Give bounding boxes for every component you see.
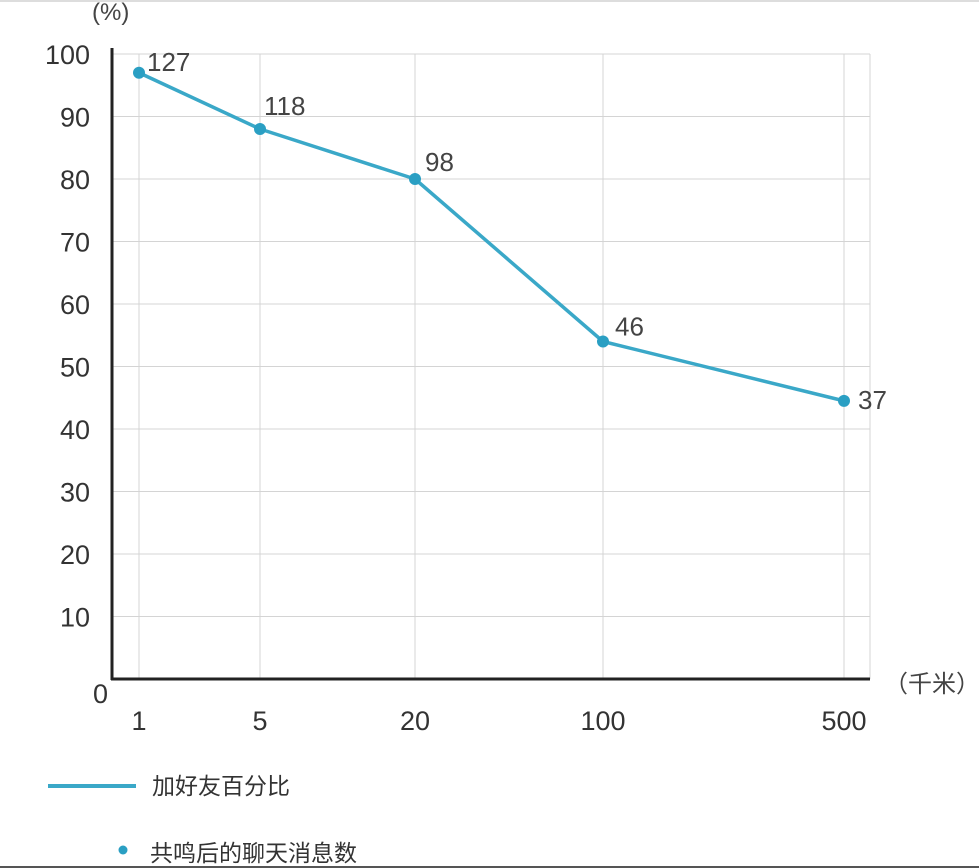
data-point (409, 173, 421, 185)
legend-line-label: 加好友百分比 (152, 774, 290, 800)
data-label: 46 (615, 312, 644, 342)
x-tick-labels: 1 5 20 100 500 (131, 706, 866, 736)
y-tick-label: 50 (60, 353, 90, 383)
x-tick-label: 5 (252, 706, 267, 736)
data-point (133, 66, 145, 79)
data-label: 118 (264, 91, 305, 121)
series-line (138, 71, 845, 403)
x-tick-label: 1 (131, 706, 146, 736)
bottom-border (0, 866, 979, 868)
data-point (597, 335, 609, 348)
data-label: 37 (858, 385, 887, 415)
y-tick-label: 80 (60, 165, 90, 195)
y-tick-label: 20 (60, 540, 90, 570)
x-tick-label: 100 (580, 706, 625, 736)
top-border (0, 0, 979, 2)
y-tick-label: 40 (60, 415, 90, 445)
y-tick-label: 100 (45, 40, 90, 70)
x-tick-label: 500 (821, 706, 866, 736)
legend: 加好友百分比 共鸣后的聊天消息数 (48, 774, 357, 867)
data-point (838, 394, 850, 407)
y-tick-labels: 10 20 30 40 50 60 70 80 90 100 (45, 40, 90, 633)
x-tick-label: 20 (400, 706, 430, 736)
grid (112, 53, 871, 679)
y-tick-label: 70 (60, 228, 90, 258)
y-tick-label: 60 (60, 290, 90, 320)
y-tick-label: 30 (60, 478, 90, 508)
origin-label: 0 (93, 679, 108, 709)
data-label: 127 (147, 47, 190, 77)
data-label: 98 (425, 147, 454, 177)
y-tick-label: 10 (60, 603, 90, 633)
data-point (254, 123, 266, 135)
y-unit-label: (%) (92, 0, 129, 26)
axes (110, 48, 870, 681)
legend-point-label: 共鸣后的聊天消息数 (150, 841, 357, 867)
y-tick-label: 90 (60, 103, 90, 133)
x-unit-label: （千米） (884, 671, 979, 698)
series-group: 127 118 98 46 37 (133, 47, 887, 415)
legend-point-swatch (118, 845, 128, 855)
